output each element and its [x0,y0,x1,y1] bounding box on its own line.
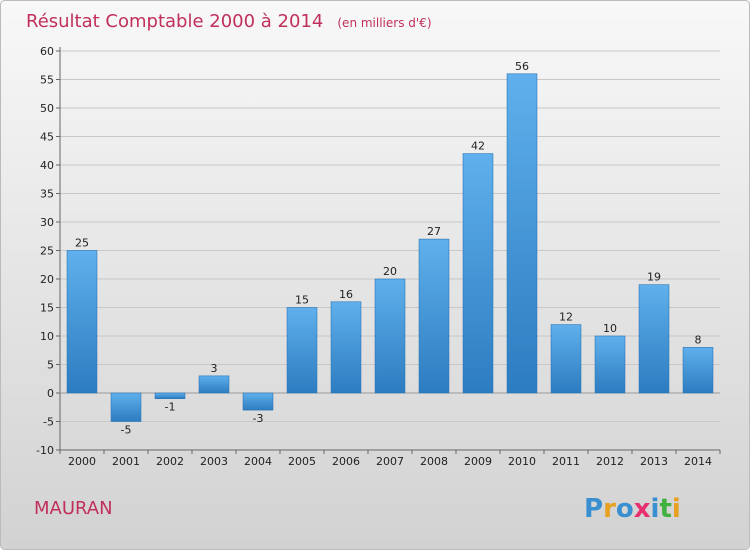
x-tick-label-2010: 2010 [508,455,536,468]
x-tick-label-2002: 2002 [156,455,184,468]
bar-2005 [286,307,318,394]
y-tick-label: -5 [43,416,54,429]
data-label-2008: 27 [427,225,441,238]
logo-letter: o [616,494,634,524]
bar-2001 [110,392,142,422]
x-tick-label-2014: 2014 [684,455,712,468]
x-tick-label-2007: 2007 [376,455,404,468]
logo-letter: r [603,494,616,524]
bar-2007 [374,278,406,394]
bar-2004 [242,392,274,411]
x-tick-label-2008: 2008 [420,455,448,468]
y-tick-label: 60 [40,45,54,58]
logo-letter: i [651,494,660,524]
data-label-2001: -5 [121,424,132,437]
bar-2012 [594,335,626,394]
logo-letter: P [584,494,603,524]
bar-2002 [154,392,186,399]
data-label-2004: -3 [253,412,264,425]
logo-letter: x [634,494,651,524]
y-axis-ticks: -10 -5 0 5 10 15 20 25 30 35 40 45 50 55 60 [36,45,60,457]
bar-2008 [418,238,450,394]
x-tick-label-2009: 2009 [464,455,492,468]
x-tick-label-2005: 2005 [288,455,316,468]
bar-2006 [330,301,362,394]
data-label-2014: 8 [695,333,702,346]
data-label-2013: 19 [647,271,661,284]
bar-2010 [506,73,538,394]
commune-name: MAURAN [34,498,113,519]
y-tick-label: 40 [40,159,54,172]
y-tick-label: 0 [47,387,54,400]
y-tick-label: 50 [40,102,54,115]
x-tick-label-2001: 2001 [112,455,140,468]
x-tick-label-2006: 2006 [332,455,360,468]
chart-title: Résultat Comptable 2000 à 2014 (en milli… [26,11,432,32]
bar-2013 [638,284,670,394]
data-label-2000: 25 [75,237,89,250]
y-tick-label: 20 [40,273,54,286]
data-label-2007: 20 [383,265,397,278]
x-axis-ticks: 2000 2001 2002 2003 2004 2005 2006 2007 2008 2009… [59,450,721,468]
x-tick-label-2003: 2003 [200,455,228,468]
data-labels: 25 -5 -1 3 -3 15 16 20 27 42 56 12 10 19 8 [75,60,702,437]
data-label-2011: 12 [559,311,573,324]
y-tick-label: -10 [36,444,54,457]
x-tick-label-2013: 2013 [640,455,668,468]
x-tick-label-2012: 2012 [596,455,624,468]
y-tick-label: 55 [40,74,54,87]
data-label-2006: 16 [339,288,353,301]
y-tick-label: 30 [40,216,54,229]
data-label-2002: -1 [165,401,176,414]
x-tick-label-2000: 2000 [68,455,96,468]
data-label-2010: 56 [515,60,529,73]
data-label-2012: 10 [603,322,617,335]
bar-2011 [550,324,582,394]
logo-letter: i [672,494,681,524]
logo-letter: t [659,494,671,524]
y-tick-label: 45 [40,131,54,144]
data-label-2009: 42 [471,140,485,153]
bar-2009 [462,153,494,394]
bar-2000 [66,250,98,394]
y-tick-label: 35 [40,188,54,201]
y-tick-label: 5 [47,359,54,372]
bars [66,73,714,422]
x-tick-label-2011: 2011 [552,455,580,468]
data-label-2003: 3 [211,362,218,375]
bar-2003 [198,375,230,394]
y-tick-label: 10 [40,330,54,343]
proxiti-logo: Proxiti [584,494,681,524]
data-label-2005: 15 [295,294,309,307]
chart-title-unit: (en milliers d'€) [337,16,431,30]
y-tick-label: 15 [40,302,54,315]
y-tick-label: 25 [40,245,54,258]
x-tick-label-2004: 2004 [244,455,272,468]
bar-2014 [682,347,714,394]
chart-title-main: Résultat Comptable 2000 à 2014 [26,11,323,32]
